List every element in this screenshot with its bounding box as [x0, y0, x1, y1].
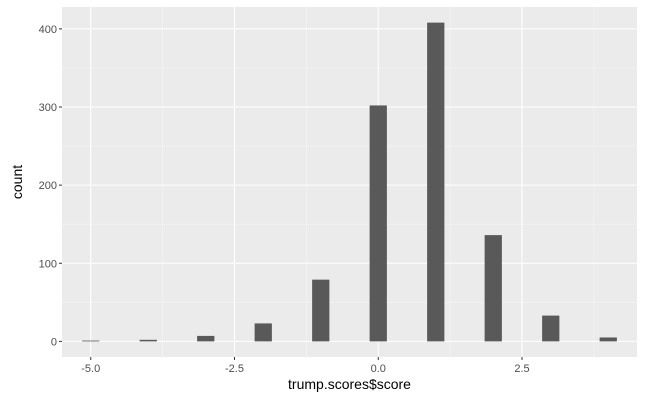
bars-group: [82, 22, 617, 342]
histogram-bar: [139, 339, 157, 342]
y-tick-label: 400: [39, 24, 57, 36]
y-axis-ticks: 0 100 200 300 400: [39, 24, 62, 348]
x-tick-label: 0.0: [371, 363, 386, 375]
y-tick-label: 200: [39, 180, 57, 192]
x-tick-label: -2.5: [225, 363, 244, 375]
x-tick-label: -5.0: [81, 363, 100, 375]
y-axis-title: count: [9, 165, 25, 199]
histogram-bar: [427, 22, 445, 342]
y-tick-label: 100: [39, 258, 57, 270]
minor-gridlines: [62, 7, 637, 357]
histogram-bar: [484, 235, 502, 342]
y-tick-label: 300: [39, 102, 57, 114]
x-tick-label: 2.5: [514, 363, 529, 375]
x-axis-title: trump.scores$score: [288, 376, 411, 392]
histogram-bar: [312, 279, 330, 342]
histogram-bar: [254, 323, 272, 342]
y-tick-label: 0: [51, 336, 57, 348]
x-axis-ticks: -5.0 -2.5 0.0 2.5: [81, 357, 530, 375]
histogram-bar: [82, 340, 100, 342]
major-gridlines: [62, 7, 637, 357]
histogram-bar: [542, 315, 560, 342]
plot-panel: [62, 7, 637, 357]
histogram-bar: [369, 105, 387, 342]
histogram-bar: [197, 335, 215, 342]
histogram-bar: [599, 337, 617, 342]
